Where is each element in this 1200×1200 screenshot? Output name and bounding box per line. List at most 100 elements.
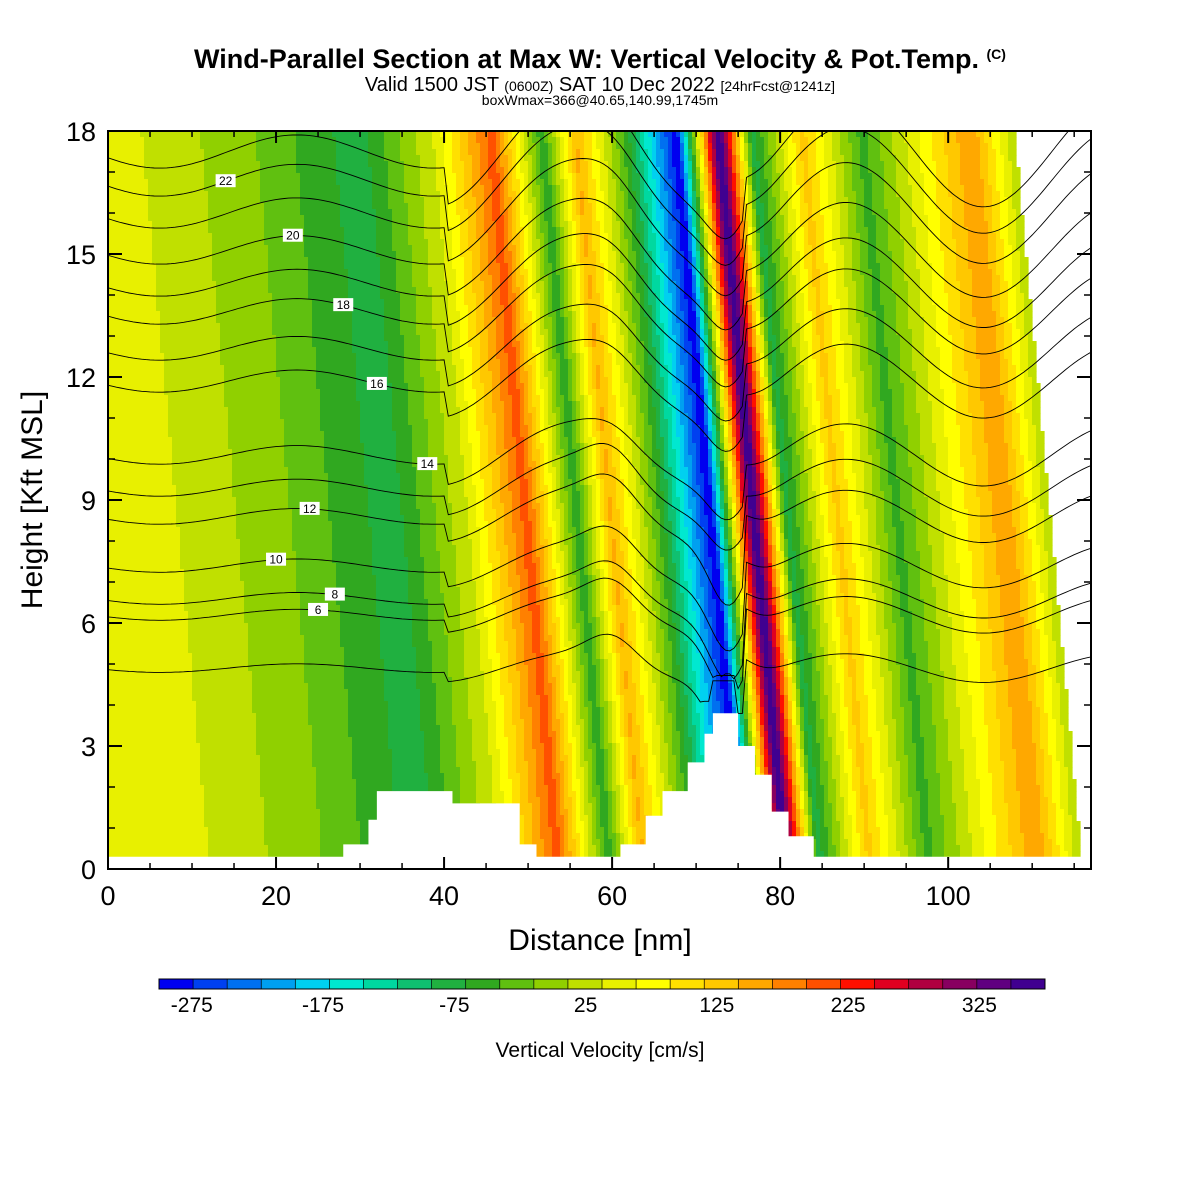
velocity-cell [504,251,513,258]
velocity-cell [480,371,493,378]
velocity-cell [668,371,673,378]
velocity-cell [664,233,669,240]
velocity-cell [868,257,877,264]
velocity-cell [200,143,257,150]
velocity-cell [548,257,557,264]
velocity-cell [880,269,893,276]
velocity-cell [892,275,905,282]
velocity-cell [556,197,561,204]
velocity-cell [1004,245,1013,252]
velocity-cell [572,131,585,138]
velocity-cell [992,215,1001,222]
velocity-cell [968,257,989,264]
velocity-cell [956,395,969,402]
velocity-cell [592,377,597,384]
velocity-cell [776,215,785,222]
velocity-cell [868,329,877,336]
velocity-cell [1032,407,1041,414]
velocity-cell [760,161,765,168]
velocity-cell [1016,377,1025,384]
velocity-cell [992,227,1001,234]
velocity-cell [108,365,165,372]
velocity-cell [504,185,509,192]
velocity-cell [716,299,721,306]
velocity-cell [588,239,593,246]
velocity-cell [588,377,593,384]
velocity-cell [872,395,881,402]
velocity-cell [740,287,745,294]
velocity-cell [888,371,901,378]
velocity-cell [776,401,781,408]
velocity-cell [500,371,509,378]
velocity-cell [852,425,861,432]
title-text: Wind-Parallel Section at Max W: Vertical… [194,44,979,74]
velocity-cell [788,203,793,210]
velocity-cell [628,269,637,276]
velocity-cell [700,185,705,192]
velocity-cell [1016,383,1025,390]
velocity-cell [856,317,869,324]
velocity-cell [280,383,317,390]
velocity-cell [808,227,817,234]
velocity-cell [804,161,809,168]
velocity-cell [672,305,677,312]
velocity-cell [716,419,721,426]
velocity-cell [548,161,553,168]
velocity-cell [736,161,741,168]
velocity-cell [608,185,617,192]
velocity-cell [540,401,545,408]
velocity-cell [296,131,333,138]
velocity-cell [572,275,577,282]
velocity-cell [684,149,689,156]
velocity-cell [740,173,745,180]
velocity-cell [460,335,469,342]
velocity-cell [652,215,657,222]
velocity-cell [680,335,685,342]
velocity-cell [552,287,561,294]
velocity-cell [664,275,669,282]
velocity-cell [804,335,813,342]
velocity-cell [556,263,561,270]
velocity-cell [708,167,713,174]
velocity-cell [876,257,893,264]
velocity-cell [788,407,793,414]
velocity-cell [584,431,589,438]
velocity-cell [144,143,201,150]
velocity-cell [544,389,549,396]
velocity-cell [732,137,737,144]
velocity-cell [616,287,625,294]
velocity-cell [624,359,633,366]
velocity-cell [140,131,201,138]
velocity-cell [496,167,505,174]
velocity-cell [704,239,709,246]
velocity-cell [592,221,601,228]
velocity-cell [776,365,785,372]
velocity-cell [660,311,669,318]
velocity-cell [776,335,781,342]
velocity-cell [732,191,737,198]
velocity-cell [748,263,753,270]
velocity-cell [740,167,745,174]
velocity-cell [824,239,833,246]
velocity-cell [944,263,957,270]
velocity-cell [872,377,881,384]
velocity-cell [700,323,705,330]
velocity-cell [536,389,545,396]
velocity-cell [1024,305,1033,312]
velocity-cell [796,281,801,288]
velocity-cell [552,401,557,408]
velocity-cell [856,389,865,396]
velocity-cell [776,281,785,288]
velocity-cell [540,407,545,414]
velocity-cell [652,425,657,432]
velocity-cell [444,161,453,168]
velocity-cell [748,353,753,360]
velocity-cell [792,245,797,252]
velocity-cell [780,257,789,264]
velocity-cell [816,251,825,258]
velocity-cell [472,251,481,258]
velocity-cell [852,263,861,270]
velocity-cell [408,407,425,414]
velocity-cell [512,227,517,234]
velocity-cell [660,167,665,174]
